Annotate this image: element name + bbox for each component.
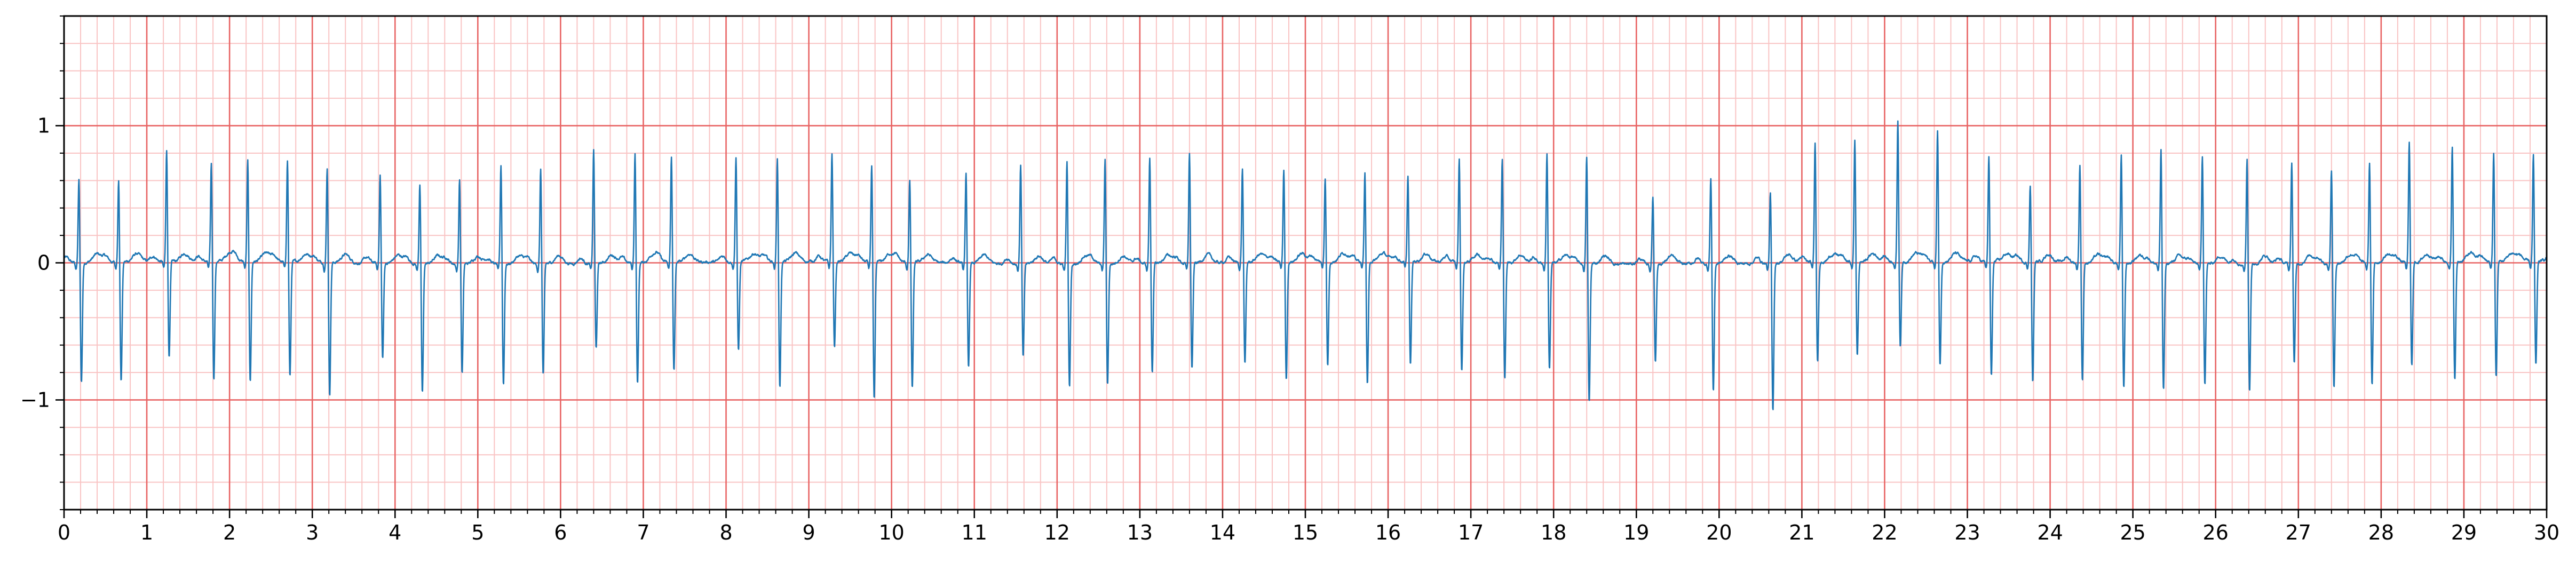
x-tick-label: 16 [1375, 521, 1401, 544]
trace-layer [64, 120, 2547, 410]
x-tick-label: 22 [1872, 521, 1897, 544]
x-tick-label: 28 [2368, 521, 2394, 544]
x-tick-label: 0 [58, 521, 70, 544]
y-axis-ticks: −1 0 1 [20, 15, 64, 510]
x-tick-label: 20 [1706, 521, 1732, 544]
x-tick-label: 11 [962, 521, 987, 544]
x-tick-label: 13 [1127, 521, 1153, 544]
x-tick-label: 27 [2286, 521, 2311, 544]
x-tick-label: 18 [1541, 521, 1566, 544]
x-axis-ticks: 0 1 2 3 4 5 6 7 8 9 10 11 12 13 14 15 16 17 18 19 20 21 22 23 24… [58, 510, 2559, 544]
y-tick-label: 1 [37, 114, 50, 138]
ecg-trace-line [64, 120, 2547, 410]
x-tick-label: 15 [1293, 521, 1318, 544]
x-tick-label: 7 [637, 521, 649, 544]
x-tick-label: 1 [140, 521, 153, 544]
x-tick-label: 9 [803, 521, 815, 544]
x-tick-label: 14 [1210, 521, 1235, 544]
x-tick-label: 12 [1044, 521, 1070, 544]
x-tick-label: 6 [554, 521, 567, 544]
x-tick-label: 2 [223, 521, 236, 544]
x-tick-label: 10 [878, 521, 904, 544]
x-tick-label: 24 [2037, 521, 2063, 544]
x-tick-label: 4 [389, 521, 401, 544]
x-tick-label: 5 [471, 521, 484, 544]
x-tick-label: 26 [2203, 521, 2229, 544]
x-tick-label: 3 [306, 521, 319, 544]
x-tick-label: 19 [1623, 521, 1649, 544]
x-tick-label: 29 [2451, 521, 2477, 544]
x-tick-label: 23 [1954, 521, 1980, 544]
x-tick-label: 25 [2120, 521, 2145, 544]
y-tick-label: −1 [20, 388, 50, 411]
x-tick-label: 30 [2534, 521, 2559, 544]
x-tick-label: 8 [719, 521, 732, 544]
y-tick-label: 0 [37, 251, 50, 275]
x-tick-label: 21 [1789, 521, 1814, 544]
x-tick-label: 17 [1458, 521, 1484, 544]
